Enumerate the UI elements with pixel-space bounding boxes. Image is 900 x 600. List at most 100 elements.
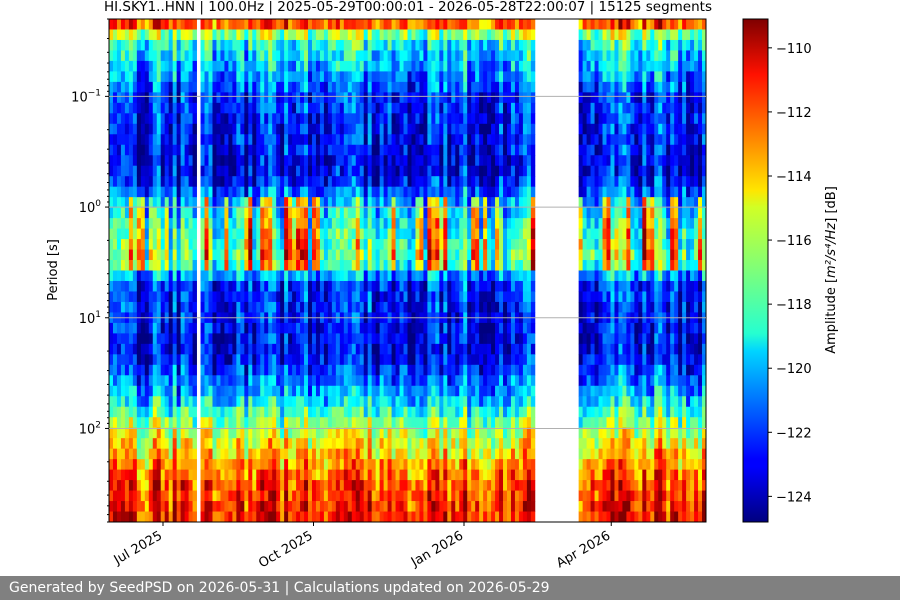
heatmap-cell <box>427 186 432 198</box>
heatmap-cell <box>240 270 245 282</box>
heatmap-cell <box>304 501 309 512</box>
heatmap-cell <box>204 39 209 51</box>
heatmap-cell <box>483 19 488 30</box>
heatmap-cell <box>339 81 345 93</box>
heatmap-cell <box>483 364 488 376</box>
heatmap-cell <box>315 102 321 114</box>
heatmap-cell <box>240 102 245 114</box>
heatmap-cell <box>292 427 297 439</box>
heatmap-cell <box>260 396 265 408</box>
heatmap-cell <box>491 113 496 125</box>
heatmap-cell <box>220 417 225 429</box>
heatmap-cell <box>463 29 468 41</box>
heatmap-cell <box>128 29 134 41</box>
heatmap-cell <box>224 123 229 135</box>
heatmap-cell <box>184 197 189 209</box>
heatmap-cell <box>367 218 373 229</box>
heatmap-cell <box>383 239 388 250</box>
heatmap-cell <box>188 29 193 41</box>
heatmap-cell <box>184 280 189 292</box>
heatmap-cell <box>475 354 480 366</box>
heatmap-cell <box>292 144 297 156</box>
heatmap-cell <box>192 228 197 240</box>
heatmap-cell <box>120 333 126 345</box>
heatmap-cell <box>395 29 400 41</box>
heatmap-cell <box>156 406 162 418</box>
heatmap-cell <box>272 186 277 198</box>
heatmap-cell <box>419 249 424 261</box>
heatmap-cell <box>439 50 444 62</box>
heatmap-cell <box>471 406 476 418</box>
heatmap-cell <box>419 343 424 355</box>
heatmap-cell <box>463 490 468 502</box>
heatmap-cell <box>252 113 257 125</box>
heatmap-cell <box>371 448 377 460</box>
heatmap-cell <box>399 438 404 450</box>
heatmap-cell <box>228 113 233 125</box>
heatmap-cell <box>200 490 205 502</box>
heatmap-cell <box>304 19 309 30</box>
heatmap-cell <box>355 322 361 334</box>
heatmap-cell <box>475 197 480 209</box>
heatmap-cell <box>467 270 472 282</box>
heatmap-cell <box>451 469 456 481</box>
heatmap-cell <box>116 280 122 292</box>
heatmap-cell <box>224 249 229 261</box>
heatmap-cell <box>144 186 150 198</box>
heatmap-cell <box>200 39 205 51</box>
heatmap-cell <box>327 459 333 471</box>
heatmap-cell <box>192 144 197 156</box>
heatmap-cell <box>419 81 424 93</box>
heatmap-cell <box>510 60 516 72</box>
heatmap-cell <box>459 39 464 51</box>
heatmap-cell <box>208 270 213 282</box>
heatmap-cell <box>463 427 468 439</box>
heatmap-cell <box>128 39 134 51</box>
heatmap-cell <box>379 291 385 303</box>
heatmap-cell <box>347 123 353 135</box>
heatmap-cell <box>351 81 357 93</box>
heatmap-cell <box>355 343 361 355</box>
heatmap-cell <box>371 249 377 261</box>
heatmap-cell <box>391 301 396 313</box>
heatmap-cell <box>487 270 492 282</box>
heatmap-cell <box>455 448 460 460</box>
heatmap-cell <box>311 113 317 125</box>
heatmap-cell <box>423 396 428 408</box>
heatmap-cell <box>343 144 349 156</box>
heatmap-cell <box>256 249 261 261</box>
heatmap-cell <box>499 239 504 250</box>
heatmap-cell <box>327 239 333 250</box>
heatmap-cell <box>491 333 496 345</box>
heatmap-cell <box>327 322 333 334</box>
heatmap-cell <box>168 480 174 491</box>
heatmap-cell <box>144 406 150 418</box>
heatmap-cell <box>471 511 476 523</box>
heatmap-cell <box>518 396 524 408</box>
heatmap-cell <box>415 417 420 429</box>
heatmap-cell <box>116 469 122 481</box>
heatmap-cell <box>208 19 213 30</box>
heatmap-cell <box>311 144 317 156</box>
heatmap-cell <box>276 29 281 41</box>
heatmap-cell <box>415 385 420 397</box>
heatmap-cell <box>355 60 361 72</box>
heatmap-cell <box>204 385 209 397</box>
heatmap-cell <box>510 123 516 135</box>
heatmap-cell <box>136 29 142 41</box>
heatmap-cell <box>188 165 193 177</box>
heatmap-cell <box>510 459 516 471</box>
heatmap-cell <box>160 113 166 125</box>
heatmap-cell <box>439 81 444 93</box>
heatmap-cell <box>467 29 472 41</box>
heatmap-cell <box>510 438 516 450</box>
heatmap-cell <box>140 186 146 198</box>
heatmap-cell <box>256 406 261 418</box>
heatmap-cell <box>128 19 134 30</box>
heatmap-cell <box>510 501 516 512</box>
heatmap-cell <box>407 19 412 30</box>
heatmap-cell <box>276 123 281 135</box>
heatmap-cell <box>200 81 205 93</box>
heatmap-cell <box>491 385 496 397</box>
heatmap-cell <box>264 207 269 219</box>
